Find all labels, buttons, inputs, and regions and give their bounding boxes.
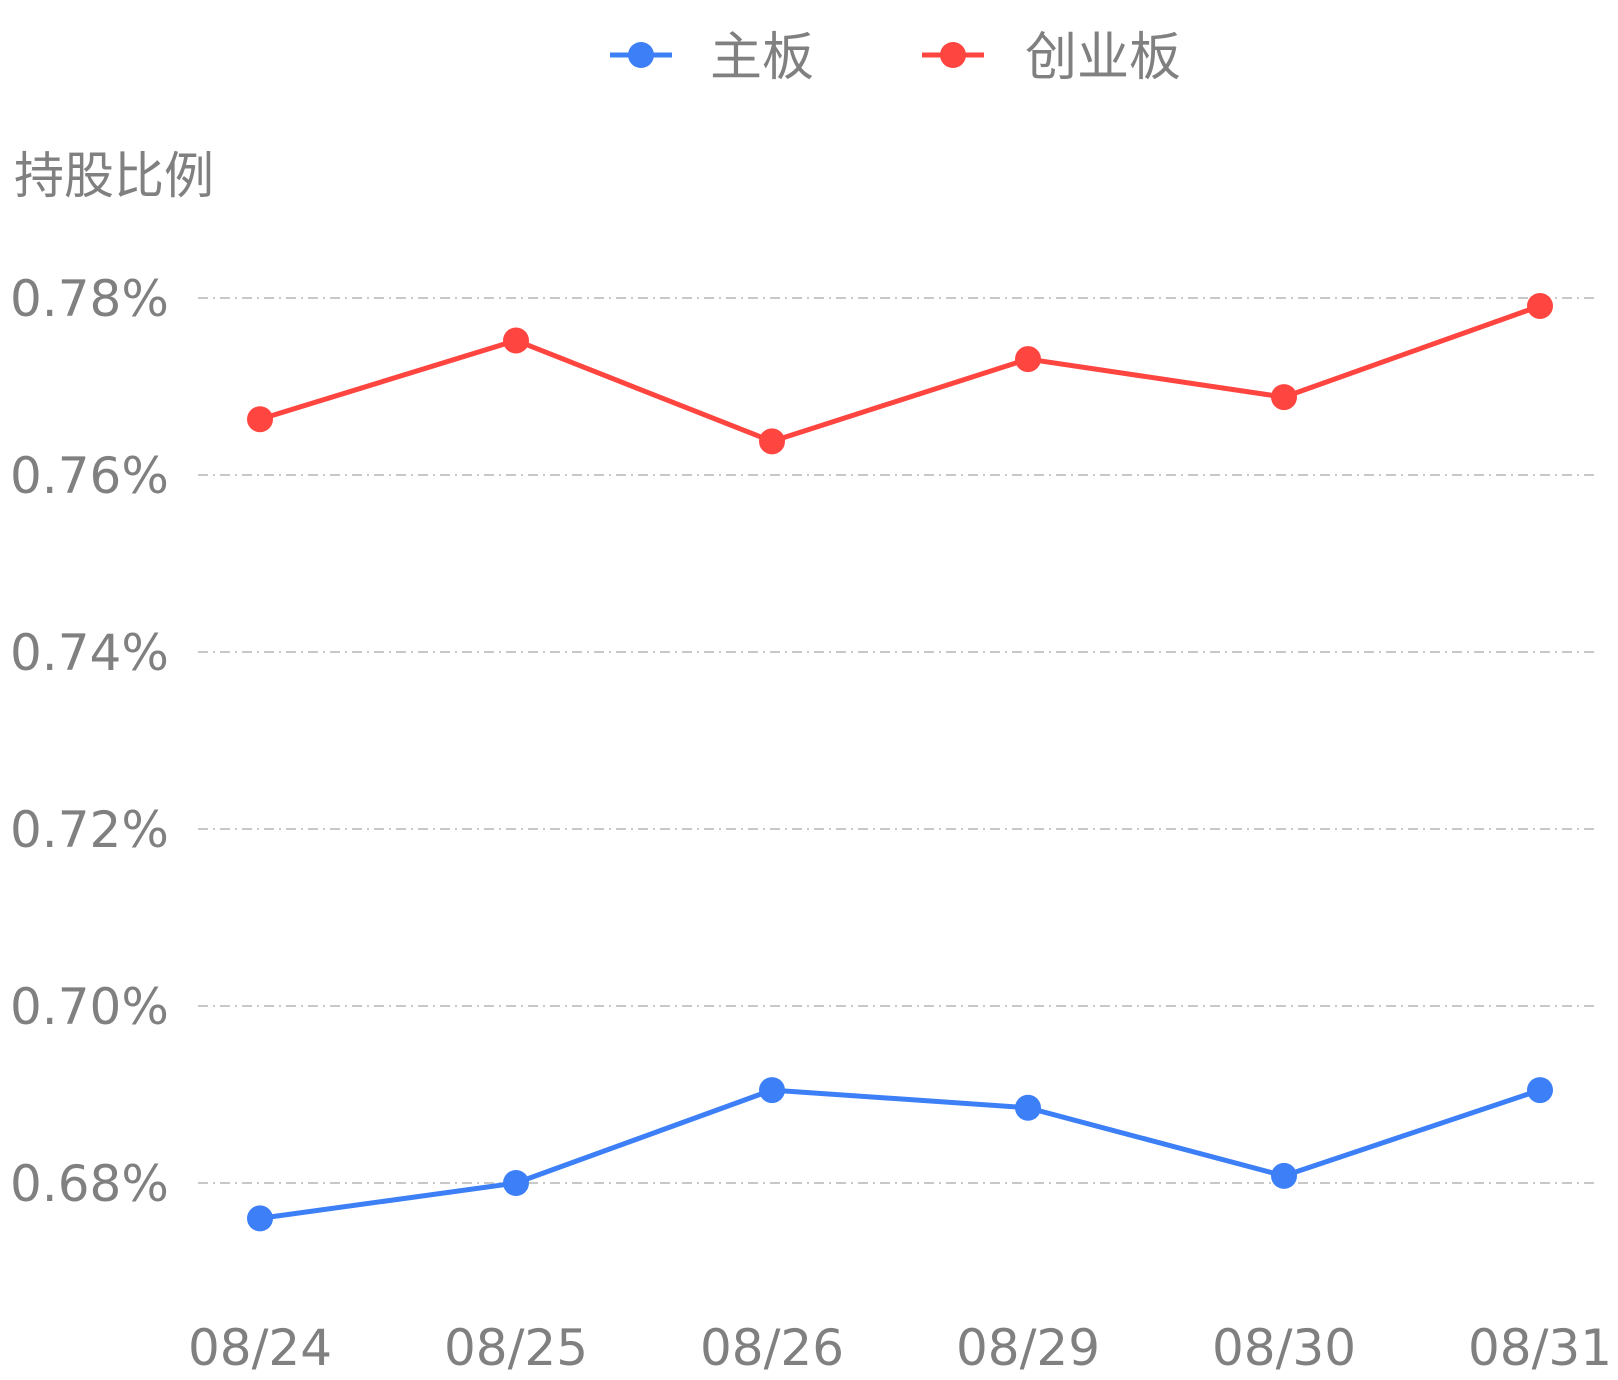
y-tick-label-2: 0.72% xyxy=(10,801,169,859)
series-1 xyxy=(247,292,1553,455)
data-point-0-3[interactable] xyxy=(1015,1094,1041,1121)
data-point-0-0[interactable] xyxy=(247,1205,273,1232)
y-tick-label-4: 0.76% xyxy=(10,447,169,505)
legend: 主板 创业板 xyxy=(610,28,1181,88)
series-line-0 xyxy=(259,1087,1541,1221)
y-axis-ticks: 0.68% 0.70% 0.72% 0.74% 0.76% 0.78% xyxy=(10,270,169,1213)
legend-label-1: 创业板 xyxy=(1025,28,1181,88)
legend-label-0: 主板 xyxy=(710,28,814,88)
data-point-1-4[interactable] xyxy=(1271,384,1297,411)
series-line-1 xyxy=(259,303,1541,444)
y-tick-label-5: 0.78% xyxy=(10,270,169,328)
legend-swatch-dot-1 xyxy=(940,42,966,68)
y-tick-label-0: 0.68% xyxy=(10,1155,169,1213)
data-point-1-1[interactable] xyxy=(503,327,529,354)
data-point-1-3[interactable] xyxy=(1015,346,1041,373)
x-tick-label-2: 08/26 xyxy=(700,1319,844,1377)
legend-item-0[interactable]: 主板 xyxy=(610,28,814,88)
y-tick-label-3: 0.74% xyxy=(10,624,169,682)
legend-swatch-dot-0 xyxy=(628,42,654,68)
x-tick-label-3: 08/29 xyxy=(956,1319,1100,1377)
x-tick-label-4: 08/30 xyxy=(1212,1319,1356,1377)
data-point-1-0[interactable] xyxy=(247,406,273,433)
data-point-1-5[interactable] xyxy=(1527,292,1553,319)
grid xyxy=(198,297,1598,1184)
data-point-0-5[interactable] xyxy=(1527,1077,1553,1104)
data-point-1-2[interactable] xyxy=(759,428,785,455)
y-tick-label-1: 0.70% xyxy=(10,978,169,1036)
data-point-0-2[interactable] xyxy=(759,1077,785,1104)
legend-item-1[interactable]: 创业板 xyxy=(922,28,1181,88)
series-layer xyxy=(247,292,1553,1232)
y-axis-title: 持股比例 xyxy=(14,147,214,205)
data-point-0-4[interactable] xyxy=(1271,1162,1297,1189)
x-tick-label-1: 08/25 xyxy=(444,1319,588,1377)
series-0 xyxy=(247,1077,1553,1232)
x-tick-label-5: 08/31 xyxy=(1468,1319,1612,1377)
data-point-0-1[interactable] xyxy=(503,1170,529,1196)
x-axis-ticks: 08/24 08/25 08/26 08/29 08/30 08/31 xyxy=(188,1319,1612,1377)
x-tick-label-0: 08/24 xyxy=(188,1319,332,1377)
